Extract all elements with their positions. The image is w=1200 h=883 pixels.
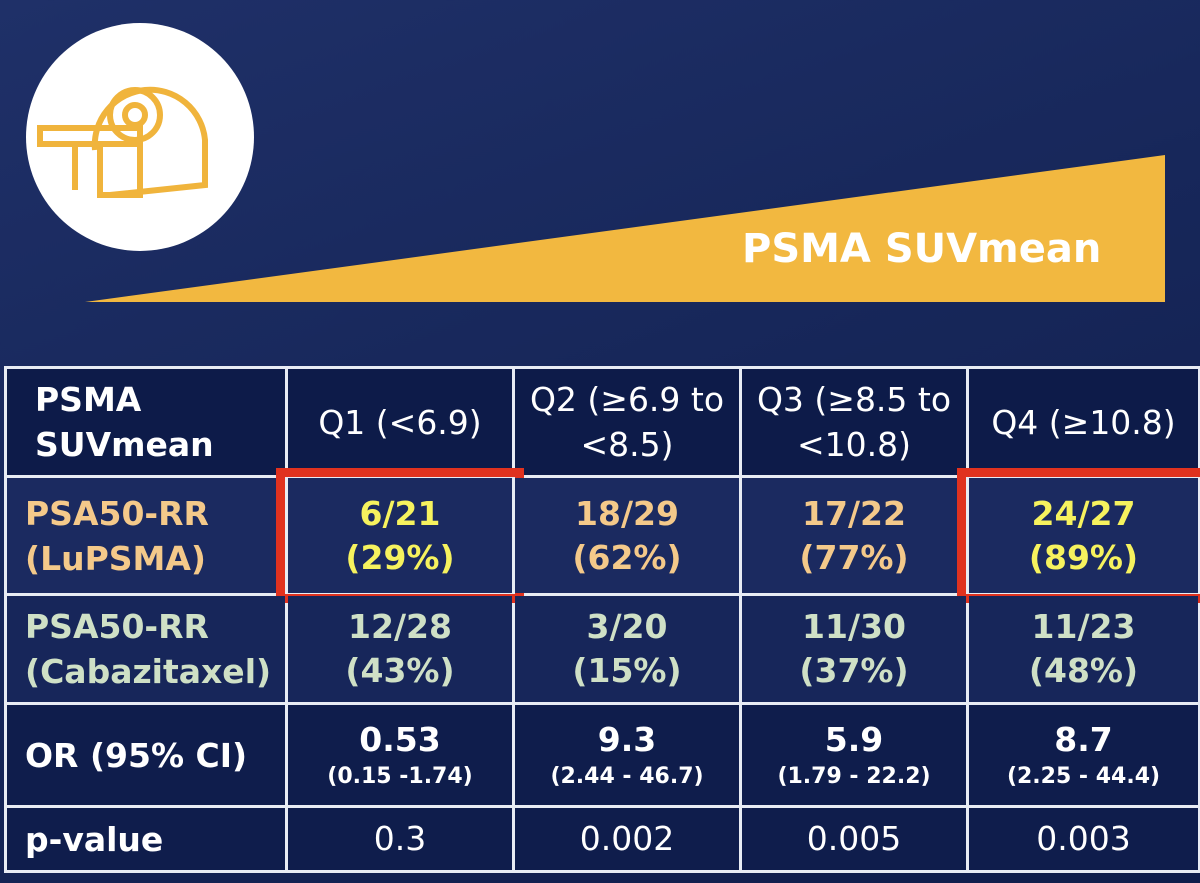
cell-detail: (15%) [572,651,682,690]
wedge-label: PSMA SUVmean [742,226,1102,272]
value-cell: 0.003 [966,805,1200,873]
header-cell: Q1 (<6.9) [285,366,515,478]
table-row: PSA50-RR (Cabazitaxel) 12/28 (43%) 3/20 (15%… [4,593,1200,705]
cell-value: 0.005 [806,819,902,858]
header-text: PSMA SUVmean [35,380,214,464]
cell-value: 11/30 [802,607,906,646]
value-cell: 0.53 (0.15 -1.74) [285,702,515,808]
header-cell: Q3 (≥8.5 to <10.8) [739,366,969,478]
row-label-cell: PSA50-RR (LuPSMA) [4,475,288,596]
scanner-icon [37,86,208,198]
value-cell: 17/22 (77%) [739,475,969,596]
value-cell: 0.002 [512,805,742,873]
value-cell: 11/23 (48%) [966,593,1200,705]
cell-value: 17/22 [802,493,906,533]
table-row: OR (95% CI) 0.53 (0.15 -1.74) 9.3 (2.44 - 46… [4,702,1200,808]
header-row: PSMA SUVmean Q1 (<6.9) Q2 (≥6.9 to <8.5) Q3… [4,366,1200,478]
row-label: PSA50-RR (Cabazitaxel) [25,607,272,691]
cell-value: 18/29 [575,493,679,533]
cell-value: 3/20 [586,607,668,646]
cell-value: 6/21 [359,493,441,533]
cell-value: 0.53 [359,720,441,759]
cell-value: 11/23 [1031,607,1136,646]
cell-detail: (89%) [1028,537,1139,577]
row-label: OR (95% CI) [25,735,248,775]
cell-value: 0.003 [1036,819,1131,858]
value-cell: 8.7 (2.25 - 44.4) [966,702,1200,808]
cell-detail: (2.44 - 46.7) [550,764,704,789]
header-text: Q1 (<6.9) [318,402,482,442]
header-text: Q4 (≥10.8) [991,402,1176,442]
value-cell: 24/27 (89%) [957,468,1200,603]
row-label-cell: OR (95% CI) [4,702,288,808]
results-table: PSMA SUVmean Q1 (<6.9) Q2 (≥6.9 to <8.5) Q3… [4,366,1200,873]
cell-detail: (0.15 -1.74) [327,764,473,789]
cell-value: 0.002 [579,819,675,858]
value-cell: 0.005 [739,805,969,873]
cell-value: 9.3 [597,720,657,759]
value-cell: 5.9 (1.79 - 22.2) [739,702,969,808]
header-cell: Q4 (≥10.8) [966,366,1200,478]
table-row: PSA50-RR (LuPSMA) 6/21 (29%) 18/29 (62%) 17/2… [4,468,1200,603]
header-cell: PSMA SUVmean [4,366,288,478]
value-cell: 11/30 (37%) [739,593,969,705]
cell-detail: (77%) [799,537,909,577]
cell-detail: (29%) [345,537,455,577]
value-cell: 3/20 (15%) [512,593,742,705]
row-label-cell: PSA50-RR (Cabazitaxel) [4,593,288,705]
header-text: Q2 (≥6.9 to <8.5) [529,380,725,464]
row-label: PSA50-RR (LuPSMA) [25,493,209,578]
cell-detail: (37%) [799,651,909,690]
table-row: p-value 0.3 0.002 0.005 0.003 [4,805,1200,873]
value-cell: 6/21 (29%) [276,468,524,603]
cell-value: 0.3 [373,819,427,858]
cell-value: 12/28 [348,607,452,646]
value-cell: 18/29 (62%) [512,475,742,596]
cell-value: 5.9 [824,720,884,759]
value-cell: 12/28 (43%) [285,593,515,705]
decoration [26,23,1165,302]
value-cell: 0.3 [285,805,515,873]
cell-detail: (43%) [345,651,455,690]
cell-detail: (1.79 - 22.2) [777,764,931,789]
cell-value: 8.7 [1054,720,1113,759]
header-text: Q3 (≥8.5 to <10.8) [756,380,952,464]
cell-detail: (48%) [1028,651,1139,690]
value-cell: 9.3 (2.44 - 46.7) [512,702,742,808]
row-label-cell: p-value [4,805,288,873]
header-cell: Q2 (≥6.9 to <8.5) [512,366,742,478]
gradient-wedge [85,155,1165,302]
cell-detail: (2.25 - 44.4) [1006,764,1161,789]
cell-value: 24/27 [1031,493,1136,533]
cell-detail: (62%) [572,537,682,577]
row-label: p-value [25,819,164,859]
